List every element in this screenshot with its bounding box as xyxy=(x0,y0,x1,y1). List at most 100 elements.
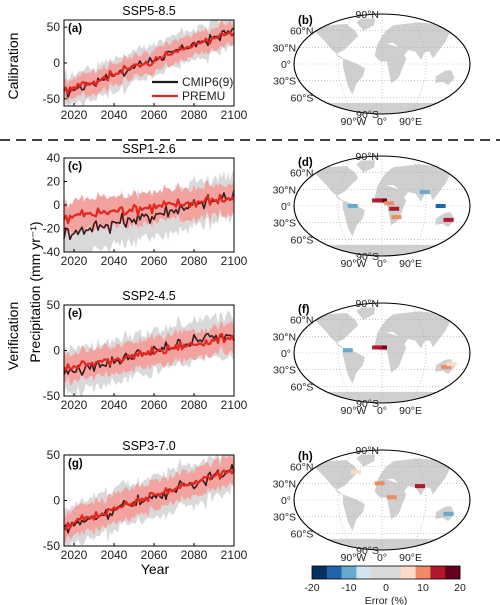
colorbar-segment xyxy=(445,566,461,579)
colorbar-segment xyxy=(341,566,357,579)
landmass xyxy=(342,347,365,384)
legend: CMIP6(9)PREMU xyxy=(152,75,233,103)
y-axis-label: Precipitation (mm yr⁻¹) xyxy=(27,221,43,362)
colorbar-segment xyxy=(386,566,402,579)
landmass xyxy=(356,454,376,467)
landmass xyxy=(374,332,407,373)
error-hotspot xyxy=(446,362,457,367)
x-tick-label: 2020 xyxy=(61,548,88,562)
latitude-label: 90°S xyxy=(356,545,379,557)
x-tick-label: 2060 xyxy=(141,108,168,122)
latitude-label: 0° xyxy=(281,201,291,213)
chart-panel-1: 2020 2040 2060 2080 2100-40-2002040(c)SSP1-2… xyxy=(43,142,248,268)
premu-mean-line xyxy=(63,332,236,372)
landmass xyxy=(377,458,450,496)
longitude-label: 90°E xyxy=(399,405,422,417)
longitude-label: 0° xyxy=(377,405,387,417)
longitude-gridline xyxy=(337,450,354,550)
landmass xyxy=(374,43,407,84)
longitude-label: 90°E xyxy=(399,552,422,564)
latitude-label: 0° xyxy=(281,495,291,507)
latitude-label: 60°N xyxy=(290,315,313,327)
premu-mean-line xyxy=(63,468,235,531)
colorbar-segment xyxy=(400,566,416,579)
longitude-gridline xyxy=(337,14,354,114)
landmass xyxy=(377,311,450,349)
x-tick-label: 2020 xyxy=(61,254,88,268)
error-hotspot xyxy=(350,470,361,475)
error-hotspot xyxy=(347,204,358,208)
longitude-label: 0° xyxy=(377,552,387,564)
y-tick-label: -20 xyxy=(43,222,61,236)
landmass xyxy=(314,166,359,202)
longitude-gridline xyxy=(337,156,354,256)
error-hotspot xyxy=(435,204,446,208)
latitude-label: 30°S xyxy=(273,218,296,230)
y-tick-label: 0 xyxy=(53,494,60,508)
longitude-label: 90°E xyxy=(399,258,422,270)
y-tick-label: -50 xyxy=(43,389,61,403)
row-label-calibration: Calibration xyxy=(5,33,21,100)
x-axis-label: Year xyxy=(141,561,170,577)
map-panel-letter: (h) xyxy=(298,451,313,463)
error-hotspot xyxy=(414,484,425,489)
error-hotspot xyxy=(372,345,383,350)
map-panel-letter: (b) xyxy=(298,15,313,27)
longitude-label: 0° xyxy=(377,116,387,128)
latitude-label: 90°S xyxy=(356,251,379,263)
chart-panel-2: 2020 2040 2060 2080 2100 -50 0 50 (e) SSP2-4.5 xyxy=(43,289,248,412)
y-tick-label: 50 xyxy=(47,298,61,312)
colorbar-frame xyxy=(311,565,461,580)
latitude-label: 0° xyxy=(281,59,291,71)
premu-mean-line xyxy=(63,194,236,225)
landmass xyxy=(374,479,407,520)
colorbar-tick-label: -10 xyxy=(341,582,356,594)
x-tick-label: 2100 xyxy=(221,254,248,268)
latitude-label: 30°N xyxy=(273,478,296,490)
y-tick-label: 20 xyxy=(47,175,61,189)
colorbar-tick-label: 20 xyxy=(454,582,466,594)
latitude-label: 30°N xyxy=(273,184,296,196)
world-map-2: 90°N 60°N 30°N 0° 30°S 60°S 90°S90°W 0° 90°E (f) xyxy=(273,298,471,417)
x-tick-label: 2060 xyxy=(141,398,168,412)
error-hotspot xyxy=(372,198,383,203)
latitude-label: 60°S xyxy=(291,381,314,393)
longitude-label: 90°W xyxy=(341,552,367,564)
landmass xyxy=(377,22,450,60)
chart-panel-3: 2020 2040 2060 2080 2100 -50 0 50 (g) SSP3-7.0 xyxy=(43,439,248,562)
x-tick-label: 2080 xyxy=(181,254,208,268)
x-tick-label: 2020 xyxy=(61,398,88,412)
x-tick-label: 2060 xyxy=(141,254,168,268)
panel-title: SSP3-7.0 xyxy=(122,439,176,453)
landmass xyxy=(314,24,359,60)
error-hotspot xyxy=(443,511,454,516)
latitude-label: 30°N xyxy=(273,42,296,54)
panel-title: SSP2-4.5 xyxy=(122,289,176,303)
y-tick-label: 50 xyxy=(47,20,61,34)
landmass xyxy=(314,313,359,349)
latitude-label: 30°S xyxy=(273,365,296,377)
latitude-label: 30°S xyxy=(273,76,296,88)
latitude-label: 90°S xyxy=(356,398,379,410)
latitude-label: 60°S xyxy=(291,92,314,104)
world-map-1: 90°N 60°N 30°N 0° 30°S 60°S 90°S90°W 0° 90°E (d) xyxy=(273,151,471,270)
landmass xyxy=(377,164,450,202)
legend-label: PREMU xyxy=(182,89,225,103)
premu-mean-line xyxy=(63,31,235,95)
latitude-label: 60°N xyxy=(290,462,313,474)
colorbar-segment xyxy=(326,566,342,579)
latitude-label: 90°N xyxy=(356,445,379,457)
map-content xyxy=(294,303,470,403)
panel-title: SSP5-8.5 xyxy=(122,4,176,18)
landmass xyxy=(356,307,376,320)
longitude-gridline xyxy=(410,14,427,114)
colorbar-tick-label: 10 xyxy=(417,582,429,594)
x-tick-label: 2020 xyxy=(61,108,88,122)
longitude-gridline xyxy=(410,156,427,256)
landmass xyxy=(356,18,376,31)
world-map-3: 90°N 60°N 30°N 0° 30°S 60°S 90°S90°W 0° 90°E (h) xyxy=(273,445,471,564)
error-hotspot xyxy=(342,348,353,353)
longitude-label: 90°E xyxy=(399,116,422,128)
landmass xyxy=(314,460,359,496)
map-border xyxy=(293,302,471,404)
